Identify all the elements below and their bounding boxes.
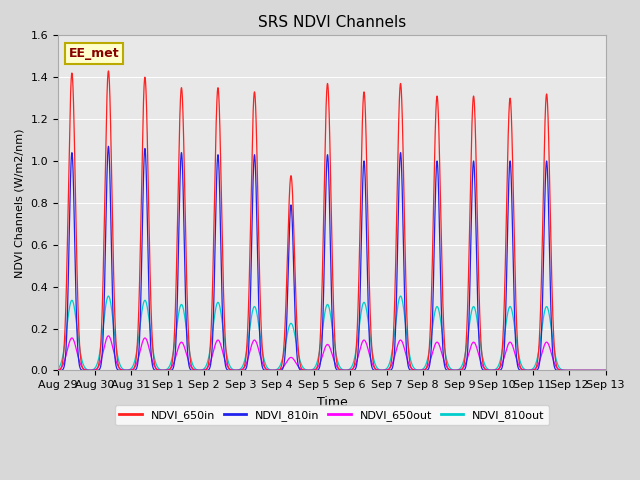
Title: SRS NDVI Channels: SRS NDVI Channels xyxy=(258,15,406,30)
Text: EE_met: EE_met xyxy=(69,47,120,60)
X-axis label: Time: Time xyxy=(317,396,348,408)
Y-axis label: NDVI Channels (W/m2/nm): NDVI Channels (W/m2/nm) xyxy=(15,128,25,277)
Legend: NDVI_650in, NDVI_810in, NDVI_650out, NDVI_810out: NDVI_650in, NDVI_810in, NDVI_650out, NDV… xyxy=(115,406,548,425)
